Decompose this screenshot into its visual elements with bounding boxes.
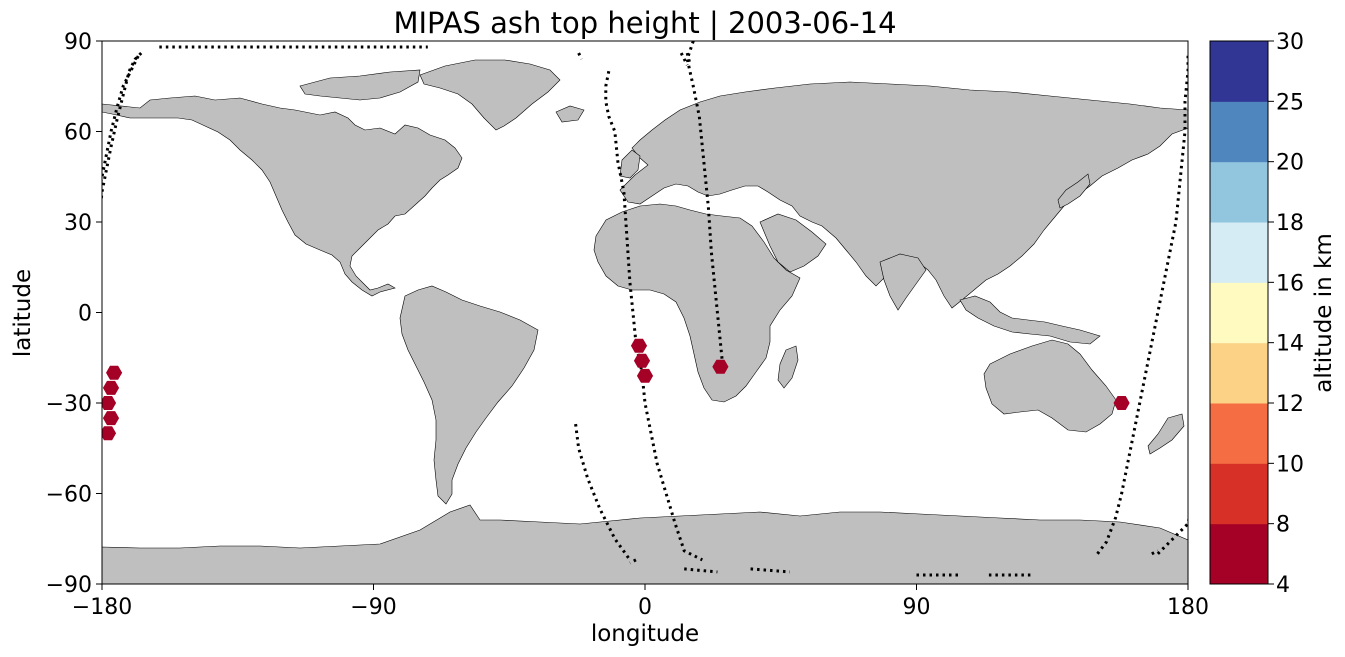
satellite-track <box>684 567 718 574</box>
new-zealand <box>1147 413 1185 455</box>
africa <box>593 203 801 403</box>
colorbar-segment <box>1210 523 1268 585</box>
japan <box>1057 173 1091 209</box>
colorbar-tick-label: 25 <box>1276 90 1304 115</box>
southeast-asia-islands <box>959 295 1101 345</box>
y-axis-ticks: −90 −60 −30 0 30 60 90 <box>46 30 102 598</box>
colorbar-tick-label: 10 <box>1276 452 1304 477</box>
colorbar-tick-label: 12 <box>1276 392 1304 417</box>
colorbar-segment <box>1210 463 1268 525</box>
ash-detection-marker <box>1113 396 1130 410</box>
y-tick-label: 60 <box>64 121 92 146</box>
x-axis-label: longitude <box>591 621 699 647</box>
satellite-track <box>629 558 637 565</box>
satellite-track <box>574 423 632 561</box>
satellite-track <box>577 52 583 60</box>
y-tick-label: 0 <box>78 302 92 327</box>
y-tick-label: 90 <box>64 30 92 55</box>
colorbar-segment <box>1210 342 1268 404</box>
colorbar-tick-label: 30 <box>1276 30 1304 55</box>
madagascar <box>777 345 799 389</box>
north-america <box>102 95 463 297</box>
ash-detection-marker <box>630 338 648 353</box>
satellite-track <box>604 70 703 562</box>
ash-detection-marker <box>102 411 120 426</box>
canadian-archipelago <box>299 69 421 101</box>
ash-detection-marker <box>102 426 117 441</box>
south-america <box>399 285 539 505</box>
uk-ireland <box>619 149 641 179</box>
x-tick-label: −90 <box>350 595 396 620</box>
colorbar-segment <box>1210 161 1268 223</box>
arabia <box>759 213 827 273</box>
chart-title: MIPAS ash top height | 2003-06-14 <box>393 6 896 40</box>
colorbar-segment <box>1210 41 1268 102</box>
colorbar-tick-label: 8 <box>1276 513 1290 538</box>
x-tick-label: 180 <box>1167 595 1209 620</box>
land-masses <box>102 59 1188 584</box>
satellite-track <box>1151 549 1159 556</box>
colorbar-ticks: 4 8 10 12 14 16 18 20 25 30 <box>1268 30 1304 598</box>
y-tick-label: −60 <box>46 483 92 508</box>
ash-detection-marker <box>712 359 729 374</box>
colorbar <box>1209 40 1269 585</box>
satellite-track <box>102 55 140 185</box>
iceland <box>555 105 585 123</box>
y-tick-label: −90 <box>46 573 92 598</box>
colorbar-segment <box>1210 101 1268 163</box>
map-area <box>102 41 1188 584</box>
y-tick-label: −30 <box>46 392 92 417</box>
colorbar-tick-label: 14 <box>1276 332 1304 357</box>
colorbar-tick-label: 16 <box>1276 271 1304 296</box>
satellite-track <box>750 567 790 574</box>
y-tick-label: 30 <box>64 211 92 236</box>
colorbar-tick-label: 20 <box>1276 151 1304 176</box>
australia <box>983 339 1117 433</box>
colorbar-frame <box>1209 40 1269 585</box>
satellite-track <box>1096 53 1188 555</box>
satellite-track <box>679 52 689 66</box>
x-tick-label: 90 <box>903 595 931 620</box>
satellite-track <box>685 41 725 373</box>
colorbar-segment <box>1210 403 1268 464</box>
colorbar-segment <box>1210 222 1268 283</box>
satellite-tracks <box>102 41 1188 577</box>
ash-detection-marker <box>102 396 117 410</box>
ash-detection-marker <box>106 365 123 380</box>
colorbar-tick-label: 18 <box>1276 211 1304 236</box>
x-axis-ticks: −180 −90 0 90 180 <box>72 584 1209 620</box>
ash-detection-marker <box>102 380 120 395</box>
ash-detection-marker <box>633 353 651 368</box>
antarctica <box>102 504 1188 584</box>
x-tick-label: 0 <box>638 595 652 620</box>
colorbar-segment <box>1210 282 1268 344</box>
y-axis-label: latitude <box>10 269 36 357</box>
colorbar-label: altitude in km <box>1311 233 1337 393</box>
ash-detections <box>102 338 1130 441</box>
colorbar-tick-label: 4 <box>1276 573 1290 598</box>
greenland <box>419 59 561 131</box>
x-tick-label: −180 <box>72 595 132 620</box>
india <box>879 253 927 311</box>
ash-detection-marker <box>636 368 654 383</box>
europe-asia <box>619 81 1188 309</box>
